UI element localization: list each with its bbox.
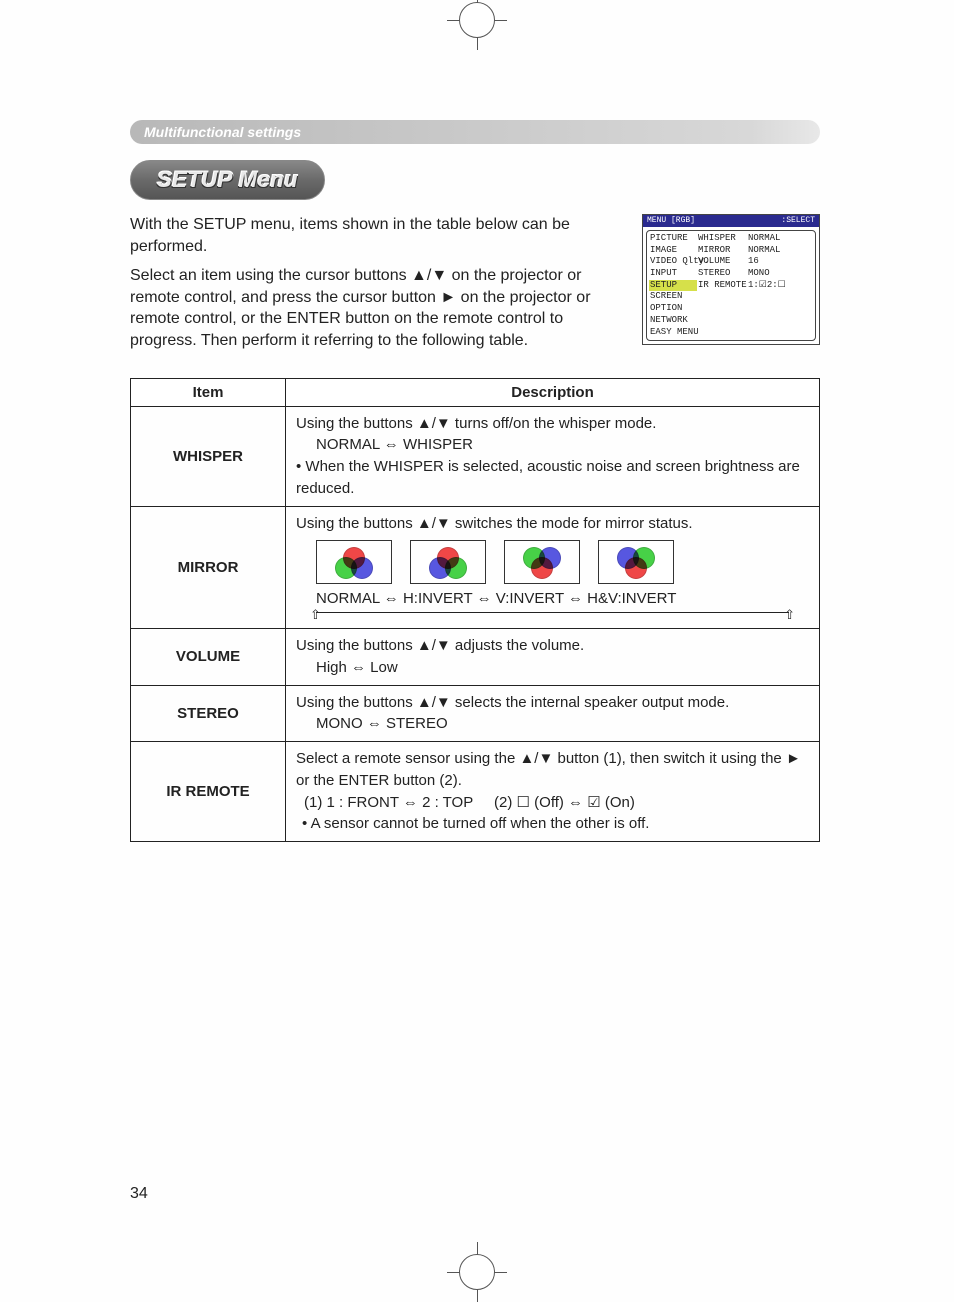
desc-line: Using the buttons ▲/▼ adjusts the volume… <box>296 635 809 657</box>
desc-line: (1) 1 : FRONT ⇔ 2 : TOP (2) ☐ (Off) ⇔ ☑ … <box>296 792 809 814</box>
osd-value-col: NORMAL NORMAL 16 MONO 1:☑2:☐ <box>747 233 813 338</box>
osd-value: 1:☑2:☐ <box>747 280 813 292</box>
section-header: Multifunctional settings <box>130 120 820 144</box>
row-item: MIRROR <box>131 506 286 629</box>
osd-menu-item-selected: SETUP <box>649 280 697 292</box>
osd-setup-item: MIRROR <box>697 245 747 257</box>
page-number: 34 <box>130 1185 148 1203</box>
th-item: Item <box>131 378 286 406</box>
osd-menu-item: PICTURE <box>649 233 697 245</box>
desc-line: • When the WHISPER is selected, acoustic… <box>296 456 809 500</box>
intro-p2: Select an item using the cursor buttons … <box>130 265 632 351</box>
desc-line: NORMAL ⇔ WHISPER <box>296 434 809 456</box>
desc-line: Select a remote sensor using the ▲/▼ but… <box>296 748 809 792</box>
setup-table: Item Description WHISPER Using the butto… <box>130 378 820 843</box>
menu-title-pill: SETUP Menu <box>130 160 325 200</box>
mirror-icon-hinvert <box>410 540 486 584</box>
bidir-arrow-line <box>316 612 789 622</box>
page-content: Multifunctional settings SETUP Menu With… <box>130 120 820 842</box>
desc-line: MONO ⇔ STEREO <box>296 713 809 735</box>
row-item: IR REMOTE <box>131 742 286 842</box>
osd-setup-col: WHISPER MIRROR VOLUME STEREO IR REMOTE <box>697 233 747 338</box>
desc-line: NORMAL ⇔ H:INVERT ⇔ V:INVERT ⇔ H&V:INVER… <box>296 588 809 610</box>
mirror-icon-vinvert <box>504 540 580 584</box>
row-desc: Using the buttons ▲/▼ turns off/on the w… <box>286 406 820 506</box>
desc-line: • A sensor cannot be turned off when the… <box>296 813 809 835</box>
osd-value: NORMAL <box>747 233 813 245</box>
osd-setup-item: IR REMOTE <box>697 280 747 292</box>
mirror-icon-normal <box>316 540 392 584</box>
crop-mark-bottom <box>447 1242 507 1302</box>
osd-menu-col: PICTURE IMAGE VIDEO Qlty. INPUT SETUP SC… <box>649 233 697 338</box>
osd-setup-item: STEREO <box>697 268 747 280</box>
osd-header-left: MENU [RGB] <box>647 216 695 225</box>
osd-menu-item: EASY MENU <box>649 327 697 339</box>
mirror-icon-hvinvert <box>598 540 674 584</box>
menu-title-text: SETUP Menu <box>157 167 298 192</box>
row-desc: Using the buttons ▲/▼ switches the mode … <box>286 506 820 629</box>
osd-menu-item: IMAGE <box>649 245 697 257</box>
row-desc: Using the buttons ▲/▼ selects the intern… <box>286 685 820 742</box>
osd-setup-item: WHISPER <box>697 233 747 245</box>
desc-line: Using the buttons ▲/▼ switches the mode … <box>296 513 809 535</box>
osd-value: MONO <box>747 268 813 280</box>
osd-menu-item: INPUT <box>649 268 697 280</box>
row-desc: Using the buttons ▲/▼ adjusts the volume… <box>286 629 820 686</box>
desc-line: Using the buttons ▲/▼ turns off/on the w… <box>296 413 809 435</box>
row-item: VOLUME <box>131 629 286 686</box>
row-item: STEREO <box>131 685 286 742</box>
intro-p1: With the SETUP menu, items shown in the … <box>130 214 632 257</box>
desc-line: High ⇔ Low <box>296 657 809 679</box>
desc-line: Using the buttons ▲/▼ selects the intern… <box>296 692 809 714</box>
crop-mark-top <box>447 0 507 50</box>
osd-menu-item: VIDEO Qlty. <box>649 256 697 268</box>
osd-setup-item: VOLUME <box>697 256 747 268</box>
mirror-icons-row <box>316 540 809 584</box>
osd-menu-item: OPTION <box>649 303 697 315</box>
row-desc: Select a remote sensor using the ▲/▼ but… <box>286 742 820 842</box>
osd-menu-item: NETWORK <box>649 315 697 327</box>
th-desc: Description <box>286 378 820 406</box>
osd-header-right: :SELECT <box>781 216 815 225</box>
intro-text: With the SETUP menu, items shown in the … <box>130 214 632 360</box>
osd-value: 16 <box>747 256 813 268</box>
row-item: WHISPER <box>131 406 286 506</box>
osd-value: NORMAL <box>747 245 813 257</box>
osd-menu-screenshot: MENU [RGB] :SELECT PICTURE IMAGE VIDEO Q… <box>642 214 820 345</box>
osd-menu-item: SCREEN <box>649 291 697 303</box>
